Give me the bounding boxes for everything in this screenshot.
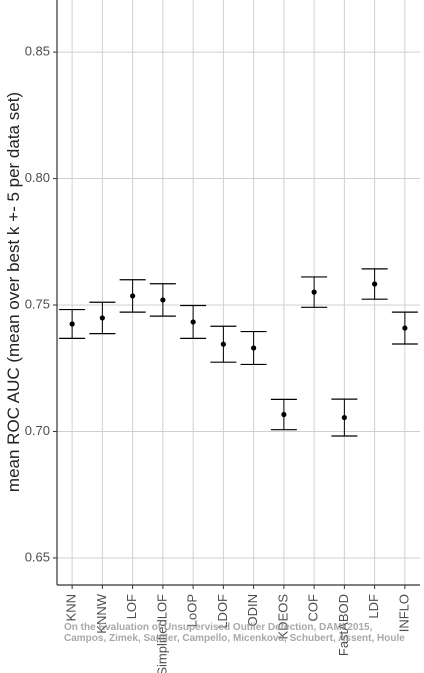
point	[160, 297, 166, 303]
x-tick-label: KNN	[64, 594, 79, 621]
point	[130, 293, 136, 299]
y-tick-label: 0.65	[25, 549, 50, 564]
y-tick-label: 0.85	[25, 44, 50, 59]
point	[281, 411, 287, 418]
point	[99, 315, 105, 321]
x-tick-label: INFLO	[396, 594, 411, 632]
point	[372, 281, 378, 287]
x-tick-label: KDEOS	[275, 594, 290, 640]
x-tick-label: LoOP	[185, 594, 200, 627]
point	[251, 345, 257, 351]
point	[402, 325, 408, 331]
point	[311, 289, 317, 295]
x-tick-label: KNNW	[94, 593, 109, 633]
x-tick-label: LOF	[124, 594, 139, 619]
point	[220, 341, 226, 347]
watermark: Campos, Zimek, Sander, Campello, Micenko…	[64, 633, 405, 644]
point	[69, 321, 75, 327]
x-tick-label: LDOF	[215, 594, 230, 629]
plot-background	[57, 0, 420, 585]
x-tick-label: FastABOD	[336, 594, 351, 656]
point	[190, 319, 196, 325]
y-tick-label: 0.70	[25, 423, 50, 438]
x-tick-label: ODIN	[245, 594, 260, 627]
y-axis-label: mean ROC AUC (mean over best k +- 5 per …	[4, 92, 23, 492]
y-tick-label: 0.75	[25, 296, 50, 311]
x-tick-label: SimplifiedLOF	[154, 594, 169, 673]
x-tick-label: LDF	[366, 594, 381, 619]
x-tick-label: COF	[306, 594, 321, 622]
y-tick-label: 0.80	[25, 170, 50, 185]
watermark: On the Evaluation of Unsupervised Outlie…	[64, 622, 373, 633]
point	[341, 414, 347, 421]
